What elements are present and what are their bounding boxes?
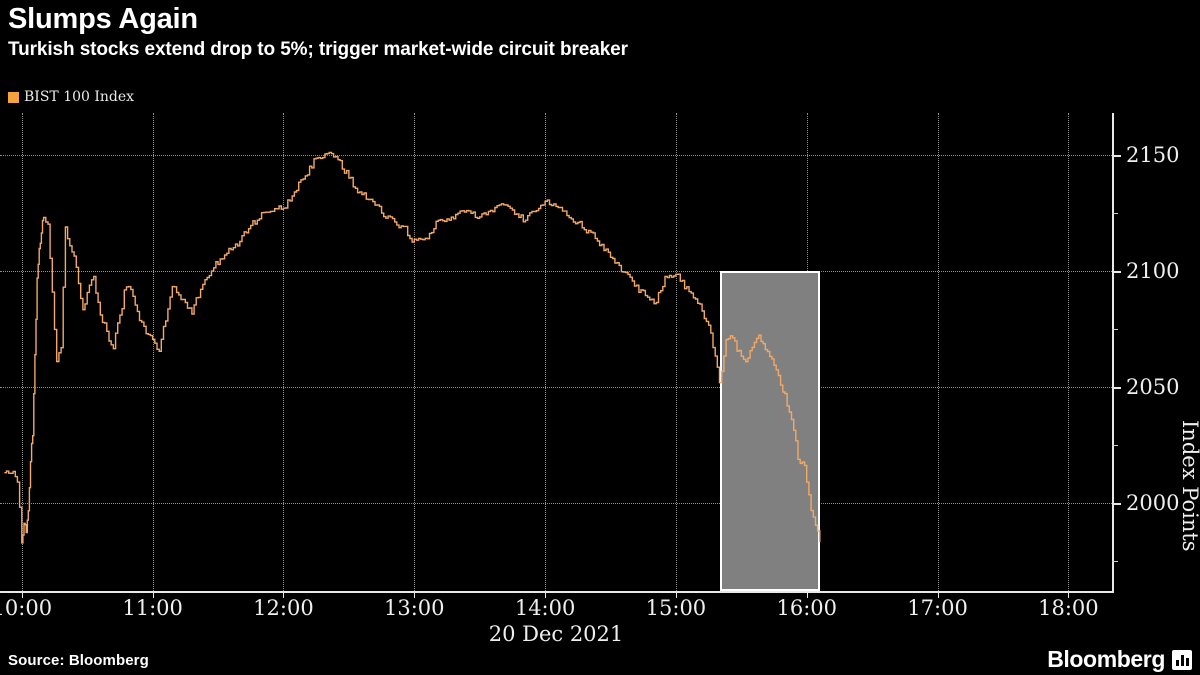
header: Slumps Again Turkish stocks extend drop … [8, 2, 1192, 62]
x-axis-line [0, 591, 1114, 593]
y-axis-minor-tick [1112, 560, 1118, 562]
x-gridline [152, 113, 154, 591]
x-axis-title: 20 Dec 2021 [488, 622, 624, 646]
y-axis-title: Index Points [1178, 420, 1200, 552]
legend-label: BIST 100 Index [24, 89, 135, 105]
x-axis-tick [1068, 591, 1070, 598]
y-gridline [0, 386, 1112, 388]
x-axis-tick-label: 18:00 [1038, 596, 1099, 620]
series-line [4, 151, 821, 544]
x-axis-tick [283, 591, 285, 598]
x-axis-tick [806, 591, 808, 598]
x-gridline [414, 113, 416, 591]
y-axis-minor-tick [1112, 212, 1118, 214]
x-axis-tick-label: 11:00 [122, 596, 183, 620]
x-gridline [937, 113, 939, 591]
y-axis-tick [1112, 502, 1121, 505]
x-axis-tick [545, 591, 547, 598]
x-gridline [283, 113, 285, 591]
circuit-breaker-shaded-region [719, 270, 820, 591]
x-axis-tick [21, 591, 23, 598]
x-axis-tick-label: 13:00 [384, 596, 445, 620]
x-gridline [21, 113, 23, 591]
x-axis-tick-label: 10:00 [0, 596, 53, 620]
x-axis-tick-label: 16:00 [776, 596, 837, 620]
x-axis-tick [414, 591, 416, 598]
page-subtitle: Turkish stocks extend drop to 5%; trigge… [8, 39, 628, 60]
y-axis-tick [1112, 154, 1121, 157]
x-axis-tick [152, 591, 154, 598]
y-gridline [0, 270, 1112, 272]
bar-chart-icon [1172, 649, 1192, 670]
y-axis-minor-tick [1112, 328, 1118, 330]
y-gridline [0, 502, 1112, 504]
chart-legend: BIST 100 Index [8, 90, 134, 104]
x-gridline [1068, 113, 1070, 591]
source-note: Source: Bloomberg [8, 652, 149, 669]
x-gridline [675, 113, 677, 591]
y-axis-tick-label: 2050 [1126, 374, 1180, 399]
page-title: Slumps Again [8, 3, 198, 35]
x-gridline [545, 113, 547, 591]
x-axis-tick-label: 12:00 [253, 596, 314, 620]
y-axis-minor-tick [1112, 444, 1118, 446]
y-axis-tick-label: 2000 [1126, 490, 1180, 515]
brand-wordmark: Bloomberg [1047, 646, 1165, 672]
y-axis-tick-label: 2100 [1126, 258, 1180, 283]
x-axis-tick [937, 591, 939, 598]
x-axis-tick [675, 591, 677, 598]
x-axis-tick-label: 17:00 [907, 596, 968, 620]
bloomberg-brand: Bloomberg [1047, 648, 1192, 671]
y-axis-tick [1112, 386, 1121, 389]
y-axis-tick [1112, 270, 1121, 273]
y-axis-tick-label: 2150 [1126, 142, 1180, 167]
x-axis-tick-label: 15:00 [645, 596, 707, 620]
y-gridline [0, 154, 1112, 156]
y-axis-line [1112, 113, 1114, 592]
legend-swatch-icon [8, 91, 19, 103]
x-axis-tick-label: 14:00 [514, 596, 576, 620]
plot-area [0, 113, 1112, 591]
